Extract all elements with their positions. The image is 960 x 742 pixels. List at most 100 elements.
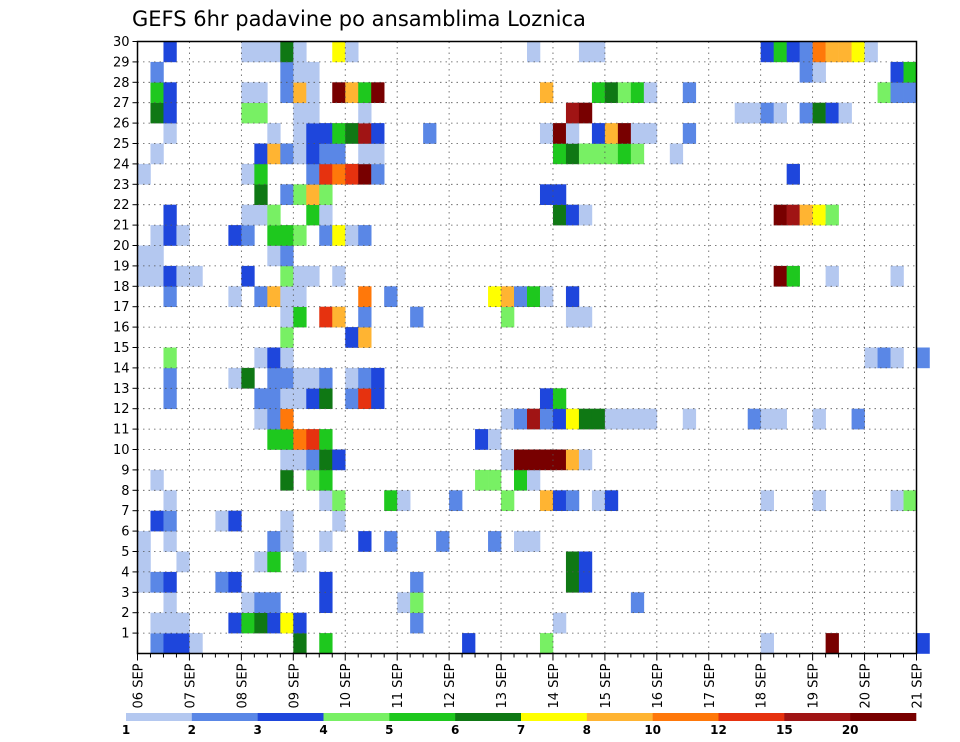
colorbar-swatch xyxy=(389,713,456,721)
heatmap-cell xyxy=(254,102,268,124)
heatmap-cell xyxy=(267,286,281,307)
heatmap-cell xyxy=(565,551,580,573)
y-tick-label: 21 xyxy=(113,219,130,234)
x-tick-label: 11 SEP xyxy=(391,663,406,708)
y-tick-label: 6 xyxy=(121,525,129,540)
heatmap-cell xyxy=(514,449,528,471)
heatmap-cell xyxy=(345,41,359,63)
heatmap-cell xyxy=(293,612,307,634)
heatmap-cell xyxy=(760,41,774,63)
x-tick-label: 16 SEP xyxy=(651,663,666,708)
heatmap-cell xyxy=(578,449,593,471)
heatmap-cell xyxy=(488,531,502,552)
heatmap-cell xyxy=(293,388,307,409)
heatmap-cell xyxy=(630,123,645,144)
heatmap-cell xyxy=(903,490,917,511)
heatmap-cell xyxy=(306,388,320,409)
y-tick-label: 2 xyxy=(121,606,129,621)
y-tick-label: 14 xyxy=(113,361,130,376)
heatmap-cell xyxy=(371,367,385,389)
y-tick-label: 10 xyxy=(113,443,130,458)
heatmap-cell xyxy=(319,306,333,328)
heatmap-cell xyxy=(604,143,619,165)
heatmap-cell xyxy=(890,265,904,287)
heatmap-cell xyxy=(293,225,307,246)
heatmap-cell xyxy=(332,265,346,287)
heatmap-cell xyxy=(462,633,476,654)
heatmap-cell xyxy=(371,143,385,165)
heatmap-cell xyxy=(176,612,190,634)
heatmap-cell xyxy=(552,143,567,165)
heatmap-cell xyxy=(280,143,294,165)
heatmap-cell xyxy=(617,408,632,430)
heatmap-cell xyxy=(786,163,800,185)
heatmap-cell xyxy=(527,41,541,63)
heatmap-cell xyxy=(410,306,424,328)
heatmap-cell xyxy=(254,612,268,634)
heatmap-cell xyxy=(254,143,268,165)
heatmap-cell xyxy=(228,510,242,532)
heatmap-cell xyxy=(903,61,917,83)
heatmap-cell xyxy=(306,123,320,144)
heatmap-cell xyxy=(254,41,268,63)
heatmap-cell xyxy=(539,82,554,103)
heatmap-cell xyxy=(280,327,294,348)
heatmap-cell xyxy=(163,531,177,552)
heatmap-cell xyxy=(643,82,658,103)
heatmap-cell xyxy=(578,143,593,165)
heatmap-cell xyxy=(643,408,658,430)
heatmap-cell xyxy=(773,408,787,430)
y-tick-label: 13 xyxy=(113,382,130,397)
heatmap-cell xyxy=(267,347,281,369)
heatmap-cell xyxy=(176,265,190,287)
heatmap-cell xyxy=(514,286,528,307)
heatmap-cell xyxy=(163,388,177,409)
heatmap-cell xyxy=(591,490,606,511)
colorbar-label: 8 xyxy=(583,723,591,737)
heatmap-cell xyxy=(358,286,372,307)
heatmap-cell xyxy=(254,388,268,409)
heatmap-cell xyxy=(306,469,320,491)
heatmap-cell xyxy=(565,143,580,165)
heatmap-cell xyxy=(552,388,567,409)
heatmap-cell xyxy=(306,102,320,124)
heatmap-cell xyxy=(578,571,593,593)
heatmap-cell xyxy=(163,102,177,124)
heatmap-cell xyxy=(241,163,255,185)
heatmap-cell xyxy=(552,204,567,226)
colorbar-swatch xyxy=(257,713,324,721)
heatmap-cell xyxy=(539,408,554,430)
y-tick-label: 19 xyxy=(113,259,130,274)
heatmap-cell xyxy=(319,469,333,491)
heatmap-cell xyxy=(604,490,619,511)
heatmap-cell xyxy=(150,143,164,165)
colorbar-label: 1 xyxy=(122,723,130,737)
heatmap-cell xyxy=(189,265,203,287)
heatmap-cell xyxy=(267,531,281,552)
heatmap-cell xyxy=(306,265,320,287)
heatmap-cell xyxy=(150,245,164,267)
x-tick-label: 08 SEP xyxy=(235,663,250,708)
heatmap-cell xyxy=(825,265,839,287)
heatmap-cell xyxy=(552,490,567,511)
heatmap-cell xyxy=(423,123,437,144)
heatmap-cell xyxy=(319,367,333,389)
heatmap-cell xyxy=(163,82,177,103)
heatmap-cell xyxy=(280,184,294,205)
heatmap-cell xyxy=(578,102,593,124)
chart-title: GEFS 6hr padavine po ansamblima Loznica xyxy=(132,7,586,31)
heatmap-cell xyxy=(552,184,567,205)
heatmap-cell xyxy=(332,82,346,103)
heatmap-cell xyxy=(137,265,151,287)
heatmap-cell xyxy=(786,265,800,287)
heatmap-cell xyxy=(760,490,774,511)
heatmap-cell xyxy=(163,225,177,246)
heatmap-cell xyxy=(838,102,852,124)
heatmap-cell xyxy=(345,225,359,246)
heatmap-cell xyxy=(241,265,255,287)
heatmap-cell xyxy=(280,286,294,307)
heatmap-cell xyxy=(267,612,281,634)
heatmap-cell xyxy=(150,571,164,593)
y-tick-label: 23 xyxy=(113,178,130,193)
